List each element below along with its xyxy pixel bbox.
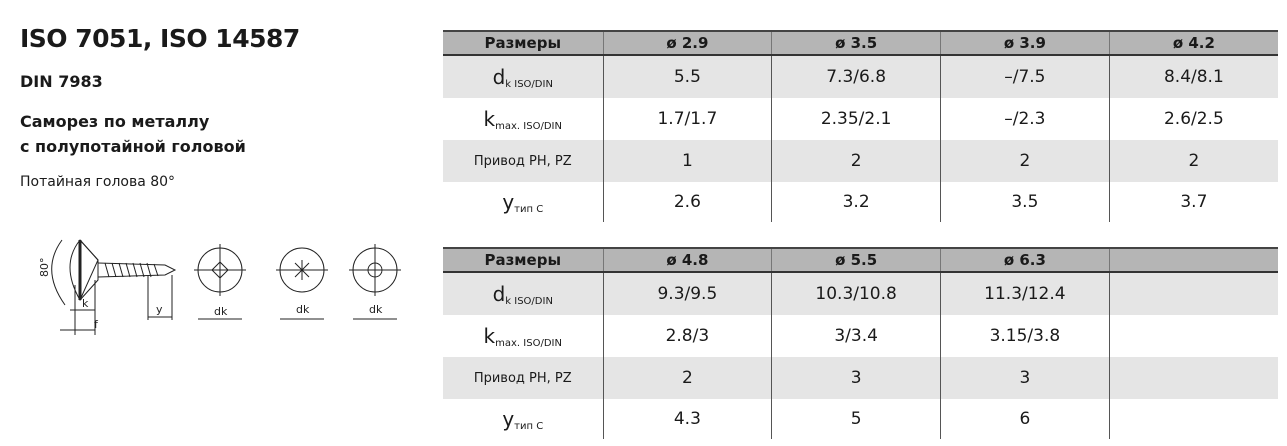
table-cell (1108, 399, 1278, 439)
table-cell: 2.6 (602, 182, 772, 222)
row-label-main: Привод PH, PZ (473, 370, 572, 386)
table-row: Привод PH, PZ 1 2 2 2 (443, 140, 1278, 182)
table-cell: 3 (940, 357, 1110, 399)
table-cell: 3 (771, 357, 941, 399)
table-cell: 3.15/3.8 (940, 315, 1110, 357)
f-label: f (94, 318, 99, 331)
row-label-subscript: max. ISO/DIN (495, 337, 562, 349)
table-cell: 3.2 (771, 182, 941, 222)
table-row: yтип C 4.3 5 6 (443, 399, 1278, 439)
column-header-diameter: ø 6.3 (940, 247, 1110, 273)
table-cell: 5 (771, 399, 941, 439)
row-label-main: y (502, 189, 515, 214)
column-header-diameter: ø 3.9 (940, 30, 1110, 56)
table-cell: 11.3/12.4 (940, 272, 1110, 315)
description-line: с полупотайной головой (20, 137, 246, 156)
table-cell: 3.5 (940, 182, 1110, 222)
angle-label: 80° (38, 258, 51, 278)
row-label: yтип C (443, 182, 603, 222)
screw-technical-drawing: 80° k f y dk dk dk (38, 239, 401, 335)
row-label: Привод PH, PZ (443, 357, 603, 399)
dk-label: dk (369, 303, 383, 316)
table-cell: 2 (940, 140, 1110, 182)
table-cell: 10.3/10.8 (771, 272, 941, 315)
column-header-diameter: ø 2.9 (602, 30, 772, 56)
row-label: kmax. ISO/DIN (443, 315, 603, 357)
table-cell: 2 (771, 140, 941, 182)
description-line: Саморез по металлу (20, 112, 210, 131)
row-label: yтип C (443, 399, 603, 439)
column-header-diameter: ø 4.8 (602, 247, 772, 273)
dimensions-table-2: Размеры ø 4.8 ø 5.5 ø 6.3 dk ISO/DIN 9.3/9.5 1… (443, 247, 1278, 439)
table-row: Привод PH, PZ 2 3 3 (443, 357, 1278, 399)
k-label: k (82, 297, 89, 310)
table-cell (1108, 272, 1278, 315)
page-title: ISO 7051, ISO 14587 (20, 24, 300, 53)
row-label: dk ISO/DIN (443, 272, 603, 315)
row-label-subscript: тип C (514, 420, 544, 432)
dimensions-table-1: Размеры ø 2.9 ø 3.5 ø 3.9 ø 4.2 dk ISO/DIN 5.5… (443, 30, 1278, 222)
row-label-main: k (483, 323, 496, 348)
column-header-diameter: ø 4.2 (1108, 30, 1278, 56)
table-cell: 2 (602, 357, 772, 399)
table-cell (1108, 357, 1278, 399)
dk-label: dk (296, 303, 310, 316)
column-header-sizes: Размеры (443, 247, 603, 273)
table-cell: 5.5 (602, 55, 772, 98)
table-cell: 2 (1108, 140, 1278, 182)
column-header-diameter: ø 5.5 (771, 247, 941, 273)
table-cell: 2.35/2.1 (771, 98, 941, 140)
table-row: yтип C 2.6 3.2 3.5 3.7 (443, 182, 1278, 222)
row-label-subscript: k ISO/DIN (505, 78, 553, 90)
column-header-diameter: ø 3.5 (771, 30, 941, 56)
table-cell: 3.7 (1108, 182, 1278, 222)
dk-label: dk (214, 305, 228, 318)
head-type-label: Потайная голова 80° (20, 174, 176, 190)
product-description: Саморез по металлу с полупотайной голово… (20, 109, 320, 159)
column-header-sizes: Размеры (443, 30, 603, 56)
row-label-main: Привод PH, PZ (473, 153, 572, 169)
column-header-diameter (1108, 247, 1278, 273)
row-label-main: k (483, 106, 496, 131)
row-label: Привод PH, PZ (443, 140, 603, 182)
table-cell: –/7.5 (940, 55, 1110, 98)
table-cell: 2.8/3 (602, 315, 772, 357)
table-cell: 7.3/6.8 (771, 55, 941, 98)
table-cell: 4.3 (602, 399, 772, 439)
y-label: y (156, 303, 163, 316)
row-label-subscript: max. ISO/DIN (495, 120, 562, 132)
table-cell: 2.6/2.5 (1108, 98, 1278, 140)
table-cell: 3/3.4 (771, 315, 941, 357)
row-label-main: d (492, 281, 506, 306)
table-cell: 1.7/1.7 (602, 98, 772, 140)
table-row: dk ISO/DIN 5.5 7.3/6.8 –/7.5 8.4/8.1 (443, 55, 1278, 98)
row-label-subscript: k ISO/DIN (505, 295, 553, 307)
table-cell: 6 (940, 399, 1110, 439)
table-cell (1108, 315, 1278, 357)
table-cell: 9.3/9.5 (602, 272, 772, 315)
standard-label: DIN 7983 (20, 72, 103, 91)
row-label-main: d (492, 64, 506, 89)
table-cell: 8.4/8.1 (1108, 55, 1278, 98)
row-label: dk ISO/DIN (443, 55, 603, 98)
row-label-main: y (502, 406, 515, 431)
table-cell: 1 (602, 140, 772, 182)
table-row: dk ISO/DIN 9.3/9.5 10.3/10.8 11.3/12.4 (443, 272, 1278, 315)
row-label: kmax. ISO/DIN (443, 98, 603, 140)
table-row: kmax. ISO/DIN 1.7/1.7 2.35/2.1 –/2.3 2.6/2.5 (443, 98, 1278, 140)
table-cell: –/2.3 (940, 98, 1110, 140)
table-row: kmax. ISO/DIN 2.8/3 3/3.4 3.15/3.8 (443, 315, 1278, 357)
row-label-subscript: тип C (514, 203, 544, 215)
